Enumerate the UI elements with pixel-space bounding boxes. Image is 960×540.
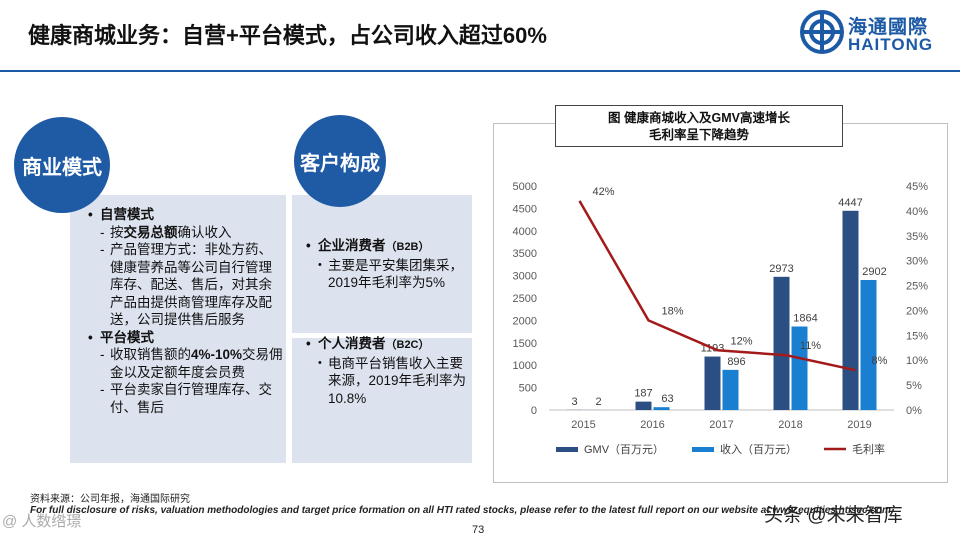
chart-frame: 0 500 1000 1500 2000 2500 3000 3500 4000 4500 5000… xyxy=(493,123,948,483)
logo-name-cn: 海通國際 xyxy=(848,17,929,38)
revenue-data-label: 2 xyxy=(595,396,601,408)
gmv-data-label: 4447 xyxy=(838,197,862,209)
gmv-bar xyxy=(842,210,859,410)
gmv-bar xyxy=(635,401,652,410)
y-left-tick-label: 4500 xyxy=(513,203,537,215)
revenue-data-label: 63 xyxy=(661,393,673,405)
x-tick-label: 2018 xyxy=(778,419,802,431)
customer-label: 客户构成 xyxy=(300,152,380,175)
y-right-tick-label: 10% xyxy=(906,355,928,367)
self-operated-revenue: 按交易总额确认收入 xyxy=(88,224,284,242)
header-divider xyxy=(0,70,960,72)
gmv-bar xyxy=(704,356,721,410)
y-right-tick-label: 0% xyxy=(906,405,922,417)
revenue-bar xyxy=(791,326,808,410)
business-model-label: 商业模式 xyxy=(22,156,102,179)
logo-name-en: HAITONG xyxy=(848,35,934,54)
y-right-tick-label: 45% xyxy=(906,181,928,193)
revenue-bar xyxy=(860,279,877,410)
legend-revenue-label: 收入（百万元） xyxy=(720,442,797,456)
x-tick-label: 2015 xyxy=(571,419,595,431)
source-note: 资料来源：公司年报，海通国际研究 xyxy=(30,494,190,505)
revenue-bar xyxy=(653,407,670,410)
y-left-tick-label: 2000 xyxy=(513,315,537,327)
b2c-list: 个人消费者（B2C） 电商平台销售收入主要来源，2019年毛利率为10.8% xyxy=(306,335,470,407)
y-left-tick-label: 1000 xyxy=(513,360,537,372)
y-right-tick-label: 35% xyxy=(906,231,928,243)
platform-commission: 收取销售额的4%-10%交易佣金以及定额年度会员费 xyxy=(88,346,284,381)
revenue-data-label: 1864 xyxy=(793,312,817,324)
margin-data-label: 12% xyxy=(730,335,752,347)
page-title: 健康商城业务：自营+平台模式，占公司收入超过60% xyxy=(28,23,547,48)
page-number: 73 xyxy=(472,524,485,536)
y-left-tick-label: 4000 xyxy=(513,226,537,238)
gmv-data-label: 2973 xyxy=(769,263,793,275)
y-left-tick-label: 1500 xyxy=(513,338,537,350)
legend-gmv-label: GMV（百万元） xyxy=(584,443,664,456)
x-tick-label: 2017 xyxy=(709,419,733,431)
x-tick-label: 2016 xyxy=(640,419,664,431)
y-right-tick-label: 15% xyxy=(906,330,928,342)
watermark-left: @ 人数绺璟 xyxy=(2,513,82,530)
revenue-data-label: 896 xyxy=(727,356,745,368)
legend-gmv-swatch xyxy=(556,447,578,452)
haitong-emblem-icon xyxy=(800,10,844,54)
y-right-tick-label: 30% xyxy=(906,256,928,268)
revenue-bar xyxy=(722,369,739,410)
margin-data-label: 8% xyxy=(872,355,888,367)
chart-title-line2: 毛利率呈下降趋势 xyxy=(648,128,749,142)
legend-margin-label: 毛利率 xyxy=(852,442,885,456)
self-operated-heading: 自营模式 xyxy=(88,206,284,224)
b2b-text: 主要是平安集团集采，2019年毛利率为5% xyxy=(306,257,470,292)
b2c-heading: 个人消费者（B2C） xyxy=(306,335,470,355)
watermark-right: 头条 @未来智库 xyxy=(764,505,903,526)
gmv-data-label: 187 xyxy=(634,388,652,400)
y-right-tick-label: 40% xyxy=(906,206,928,218)
legend-revenue-swatch xyxy=(692,447,714,452)
platform-heading: 平台模式 xyxy=(88,329,284,347)
platform-management: 平台卖家自行管理库存、交付、售后 xyxy=(88,381,284,416)
y-left-tick-label: 3000 xyxy=(513,271,537,283)
customer-badge: 客户构成 xyxy=(294,115,386,207)
gmv-data-label: 3 xyxy=(571,396,577,408)
margin-data-label: 42% xyxy=(592,186,614,198)
x-tick-label: 2019 xyxy=(847,419,871,431)
y-left-tick-label: 2500 xyxy=(513,293,537,305)
y-right-tick-label: 20% xyxy=(906,305,928,317)
margin-data-label: 11% xyxy=(800,340,821,352)
haitong-logo: 海通國際 HAITONG xyxy=(800,8,950,58)
y-left-tick-label: 0 xyxy=(531,405,537,417)
margin-data-label: 18% xyxy=(661,305,683,317)
business-model-badge: 商业模式 xyxy=(14,117,110,213)
y-right-tick-label: 5% xyxy=(906,380,922,392)
business-model-list: 自营模式 按交易总额确认收入 产品管理方式：非处方药、健康营养品等公司自行管理库… xyxy=(88,206,284,416)
self-operated-management: 产品管理方式：非处方药、健康营养品等公司自行管理库存、配送、售后，对其余产品由提… xyxy=(88,241,284,329)
margin-line xyxy=(578,200,856,372)
chart-title: 图 健康商城收入及GMV高速增长 毛利率呈下降趋势 xyxy=(555,105,843,147)
b2c-text: 电商平台销售收入主要来源，2019年毛利率为10.8% xyxy=(306,355,470,408)
gmv-bar xyxy=(773,276,790,410)
gmv-revenue-margin-chart: 0 500 1000 1500 2000 2500 3000 3500 4000 4500 5000… xyxy=(513,181,929,456)
b2b-heading: 企业消费者（B2B） xyxy=(306,237,470,257)
y-right-tick-label: 25% xyxy=(906,281,928,293)
y-left-tick-label: 3500 xyxy=(513,248,537,260)
y-left-tick-label: 5000 xyxy=(513,181,537,193)
y-left-tick-label: 500 xyxy=(519,383,537,395)
b2b-list: 企业消费者（B2B） 主要是平安集团集采，2019年毛利率为5% xyxy=(306,237,470,292)
chart-title-line1: 图 健康商城收入及GMV高速增长 xyxy=(608,111,790,125)
revenue-data-label: 2902 xyxy=(862,266,886,278)
disclaimer: For full disclosure of risks, valuation … xyxy=(30,505,891,516)
